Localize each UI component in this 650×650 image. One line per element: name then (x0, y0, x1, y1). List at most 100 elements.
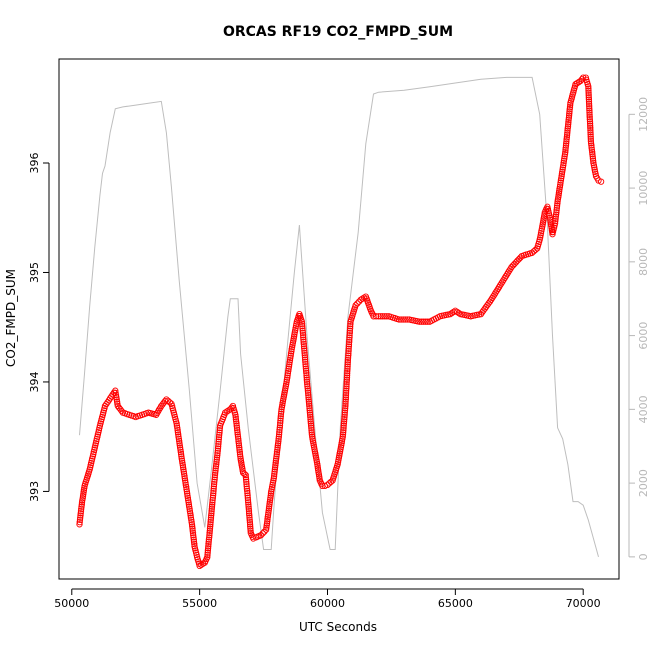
data-point (563, 131, 571, 139)
data-point (77, 514, 84, 521)
data-point (210, 483, 218, 490)
data-point (352, 302, 359, 309)
data-point (585, 94, 592, 101)
data-point (208, 505, 215, 513)
data-point (565, 116, 572, 124)
data-point (585, 98, 593, 105)
data-point (186, 503, 193, 510)
data-point (306, 402, 313, 410)
data-point (552, 217, 559, 225)
chart-title: ORCAS RF19 CO2_FMPD_SUM (223, 24, 453, 40)
data-point (308, 431, 316, 438)
data-point (286, 356, 294, 364)
right-y-axis: 0 2000 4000 6000 8000 10000 12000 (628, 97, 650, 560)
data-point (340, 422, 347, 429)
data-point (244, 494, 251, 501)
data-point (236, 451, 244, 458)
data-point (539, 221, 546, 228)
data-point (271, 470, 278, 478)
data-point (276, 428, 283, 436)
data-point (554, 200, 561, 207)
data-point (210, 490, 217, 497)
data-point (597, 178, 605, 185)
data-point (185, 499, 192, 506)
data-point (302, 358, 309, 366)
data-point (182, 479, 189, 486)
data-point (243, 478, 250, 485)
data-point (334, 460, 341, 468)
altitude-line-layer (79, 76, 599, 558)
data-point (266, 503, 273, 510)
data-point (176, 442, 183, 449)
data-point (341, 411, 348, 418)
y2-tick-label: 10000 (637, 171, 650, 206)
data-point (284, 374, 291, 381)
data-point (586, 102, 593, 110)
data-point (113, 398, 121, 405)
data-point (210, 485, 217, 492)
x-tick-label: 65000 (438, 597, 473, 610)
data-point (308, 426, 315, 434)
x-axis-label: UTC Seconds (299, 620, 377, 634)
data-point (208, 507, 215, 515)
data-point (343, 387, 350, 394)
data-point (78, 501, 85, 508)
data-point (299, 329, 307, 337)
data-point (235, 440, 242, 447)
data-point (585, 89, 592, 97)
data-point (562, 146, 569, 154)
data-point (236, 444, 243, 451)
data-point (245, 505, 252, 513)
data-point (113, 394, 120, 401)
data-point (212, 467, 219, 474)
data-point (566, 106, 573, 113)
data-point (587, 135, 594, 143)
data-point (276, 426, 283, 433)
x-axis: 50000 55000 60000 65000 70000 (54, 588, 601, 610)
data-point (587, 131, 594, 138)
data-point (239, 465, 246, 472)
data-point (234, 433, 242, 440)
data-point (274, 446, 281, 453)
data-point (190, 532, 197, 539)
data-point (341, 416, 348, 423)
data-point (174, 429, 182, 436)
data-point (379, 313, 386, 320)
data-point (277, 413, 284, 420)
data-point (213, 456, 220, 463)
data-point (212, 463, 220, 470)
data-point (187, 510, 194, 517)
data-point (302, 367, 310, 374)
data-point (306, 405, 313, 412)
data-point (215, 438, 222, 445)
data-point (585, 83, 592, 90)
data-point (383, 313, 390, 320)
y2-tick-label: 0 (637, 553, 650, 560)
data-point (173, 420, 180, 427)
data-point (79, 495, 86, 502)
data-point (354, 300, 361, 307)
data-point (77, 510, 84, 517)
data-point (561, 153, 568, 160)
data-point (420, 318, 427, 325)
data-point (306, 409, 314, 416)
data-point (342, 396, 349, 403)
data-point (266, 498, 273, 506)
data-point (563, 136, 570, 143)
data-point (305, 394, 312, 401)
data-point (344, 354, 352, 361)
data-point (304, 389, 312, 397)
data-point (566, 103, 574, 111)
data-point (344, 365, 351, 372)
data-point (424, 318, 431, 325)
data-point (277, 417, 284, 424)
data-point (315, 471, 323, 478)
data-point (565, 121, 572, 128)
data-point (586, 105, 593, 112)
data-point (183, 483, 190, 491)
data-point (274, 444, 281, 451)
data-point (264, 511, 272, 518)
y-axis-label: CO2_FMPD_SUM (4, 269, 18, 367)
data-point (560, 157, 568, 164)
data-point (558, 172, 565, 180)
